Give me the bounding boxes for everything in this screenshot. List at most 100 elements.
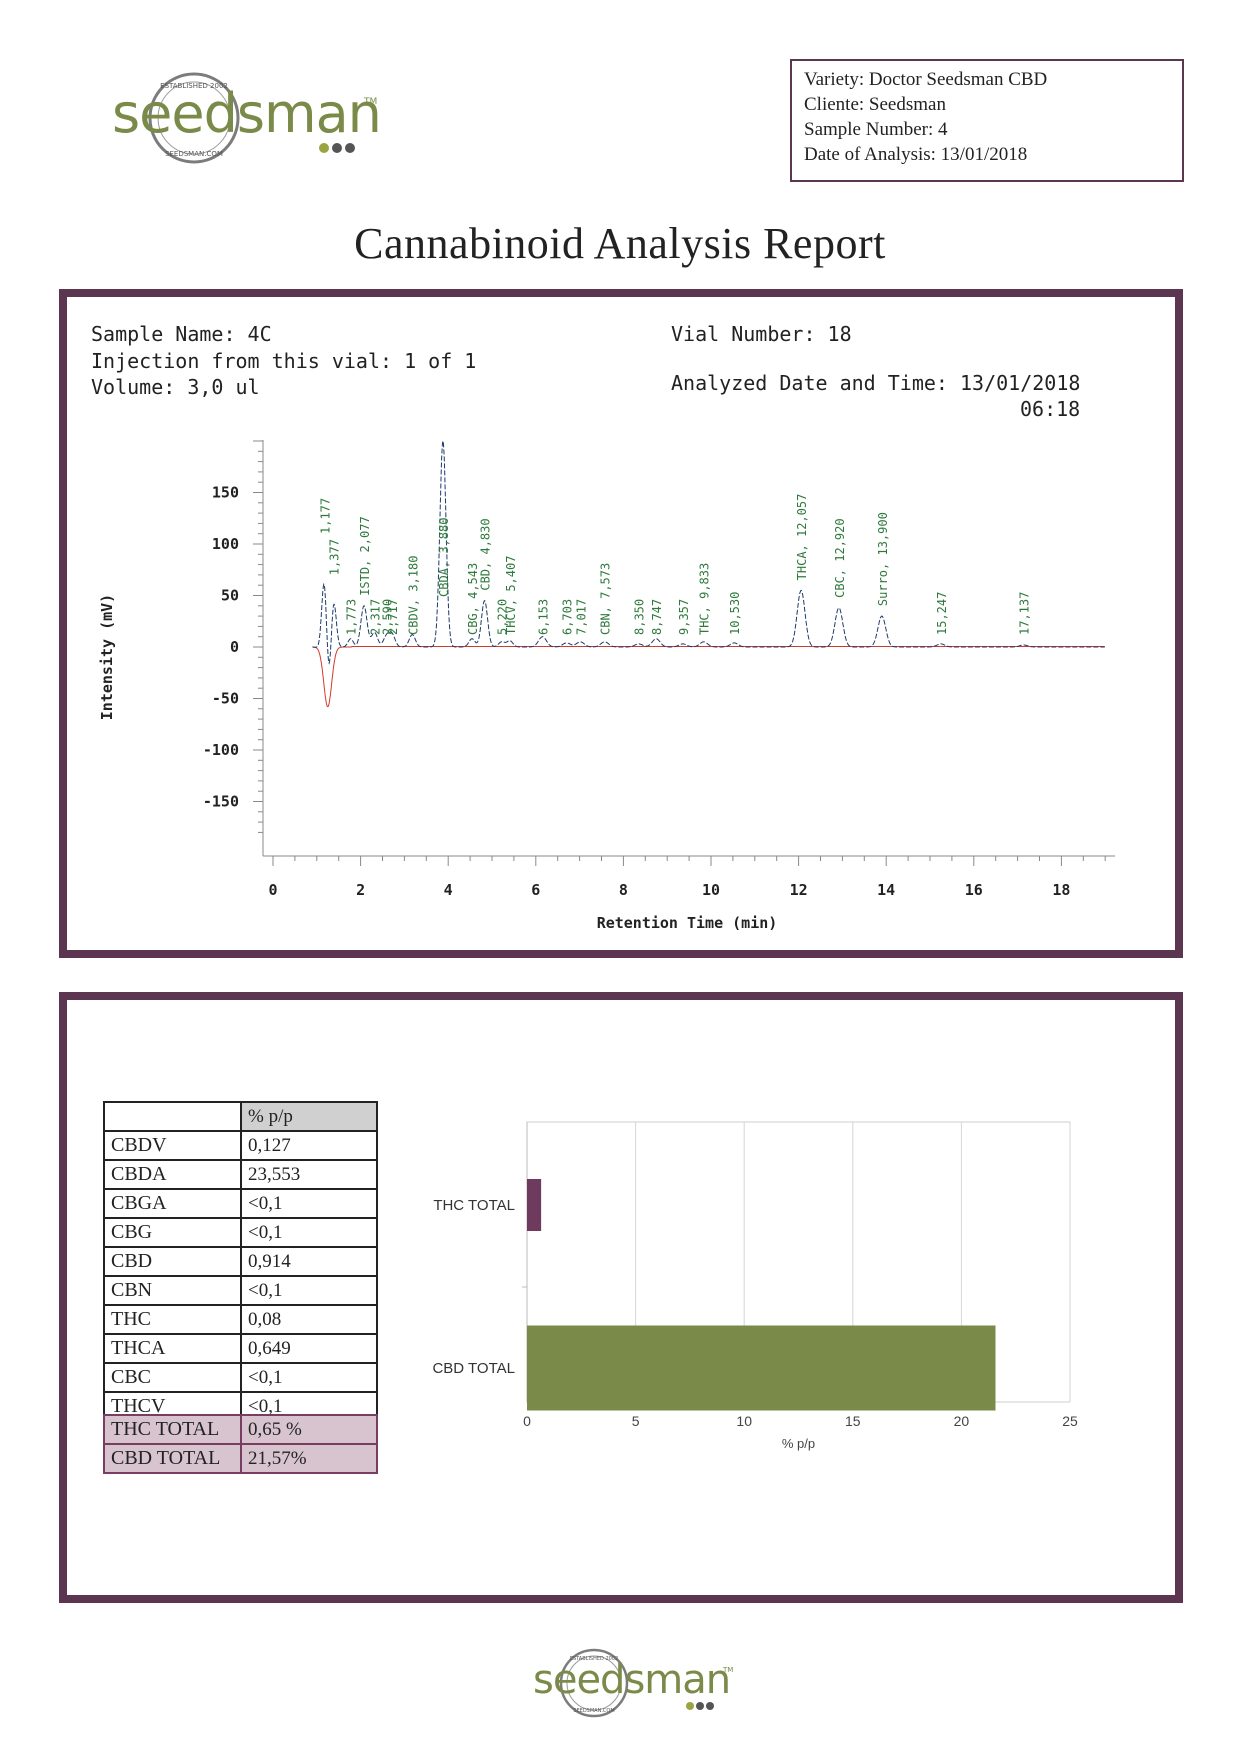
footer-logo-dot-2 — [696, 1702, 704, 1710]
cannabinoid-name: CBC — [103, 1362, 242, 1393]
logo-seal-top-text: ESTABLISHED 2002 — [160, 82, 228, 90]
cannabinoid-value: <0,1 — [240, 1188, 378, 1219]
chromatogram-panel: Sample Name: 4C Injection from this vial… — [59, 289, 1183, 958]
logo-seal-bottom-text: SEEDSMAN.COM — [165, 150, 223, 158]
cannabinoid-name: CBDA — [103, 1159, 242, 1190]
chrom-peak-label: 9,357 — [677, 599, 691, 635]
chromatogram-chart: 150 100 50 0 -50 -100 -150 0 2 4 6 8 10 12 14 16 18 1,1… — [98, 440, 1115, 932]
chrom-peak-label: 8,747 — [650, 599, 664, 635]
chrom-x-axis-label: Retention Time (min) — [597, 914, 778, 932]
table-row: CBDA 23,553 — [103, 1159, 378, 1190]
chrom-signal-trace — [312, 440, 1105, 665]
table-row: THC 0,08 — [103, 1304, 378, 1335]
chrom-peak-label: 1,773 — [345, 599, 359, 635]
footer-logo-seal-inner-ring — [566, 1655, 622, 1711]
chrom-y-tick-label: 50 — [221, 587, 239, 605]
chrom-peak-label: CBC, 12,920 — [833, 518, 847, 597]
total-value: 0,65 % — [240, 1414, 378, 1445]
cannabinoid-value: <0,1 — [240, 1275, 378, 1306]
bar-x-axis-label: % p/p — [782, 1436, 815, 1451]
footer-logo-dot-3 — [706, 1702, 714, 1710]
cannabinoid-table: % p/p CBDV 0,127 CBDA 23,553 CBGA <0,1 CBG <0,1… — [103, 1101, 378, 1422]
totals-row: CBD TOTAL 21,57% — [103, 1443, 378, 1474]
sample-info-box: Variety: Doctor Seedsman CBD Cliente: Se… — [790, 59, 1184, 182]
chrom-y-tick-label: -100 — [203, 741, 239, 759]
variety-line: Variety: Doctor Seedsman CBD — [804, 69, 1048, 90]
sample-number-line: Sample Number: 4 — [804, 119, 948, 140]
cannabinoid-name: CBN — [103, 1275, 242, 1306]
chrom-peak-label: THCA, 12,057 — [795, 494, 809, 581]
cannabinoid-name: THC — [103, 1304, 242, 1335]
chrom-peak-label: THCV, 5,407 — [504, 556, 518, 635]
analysis-date-line: Date of Analysis: 13/01/2018 — [804, 144, 1028, 165]
chrom-x-tick-label: 0 — [268, 881, 277, 899]
bar-x-tick-label: 20 — [954, 1413, 970, 1429]
chrom-peak-label: 5,220 — [496, 599, 510, 635]
logo-dot-2 — [332, 143, 342, 153]
table-header-unit: % p/p — [240, 1101, 378, 1132]
total-name: CBD TOTAL — [103, 1443, 242, 1474]
chrom-peak-label: CBG, 4,543 — [466, 563, 480, 635]
total-value: 21,57% — [240, 1443, 378, 1474]
logo-wordmark: seedsman — [112, 82, 381, 145]
footer-logo-seal-bottom-text: SEEDSMAN.COM — [573, 1708, 614, 1714]
chrom-y-tick-label: 100 — [212, 535, 239, 553]
bar-category-label: CBD TOTAL — [432, 1360, 515, 1377]
chrom-x-tick-label: 4 — [444, 881, 453, 899]
volume-info: Volume: 3,0 ul — [91, 375, 260, 399]
table-row: CBD 0,914 — [103, 1246, 378, 1277]
cannabinoid-value: <0,1 — [240, 1362, 378, 1393]
chrom-y-axis-label: Intensity (mV) — [98, 594, 116, 720]
bar-x-tick-label: 25 — [1062, 1413, 1078, 1429]
chrom-peak-label: 1,377 — [327, 539, 341, 575]
footer-logo-seal-top-text: ESTABLISHED 2002 — [570, 1656, 618, 1662]
cannabinoid-value: 0,914 — [240, 1246, 378, 1277]
totals-bar-chart: 0 5 10 15 20 25 THC TOTAL CBD TOTAL % p/p — [432, 1121, 1078, 1451]
chrom-peak-label: 2,717 — [386, 599, 400, 635]
logo-dot-1 — [319, 143, 329, 153]
chrom-peak-label: 17,137 — [1018, 592, 1032, 635]
table-row: CBG <0,1 — [103, 1217, 378, 1248]
bar-x-tick-label: 5 — [632, 1413, 640, 1429]
cannabinoid-value: 0,127 — [240, 1130, 378, 1161]
chrom-peak-label: ISTD, 2,077 — [358, 516, 372, 595]
chrom-y-tick-label: -150 — [203, 793, 239, 811]
logo-dot-3 — [345, 143, 355, 153]
cannabinoid-name: CBD — [103, 1246, 242, 1277]
chrom-peak-label: 1,177 — [319, 498, 333, 534]
sample-name: Sample Name: 4C — [91, 322, 272, 346]
chrom-peak-label: THC, 9,833 — [698, 563, 712, 635]
chrom-peak-label: 7,017 — [574, 599, 588, 635]
cannabinoid-value: 0,649 — [240, 1333, 378, 1364]
chrom-y-tick-label: 150 — [212, 484, 239, 502]
chrom-x-tick-label: 18 — [1052, 881, 1070, 899]
table-row: CBDV 0,127 — [103, 1130, 378, 1161]
bar-x-tick-label: 15 — [845, 1413, 861, 1429]
chrom-peak-label: CBN, 7,573 — [599, 563, 613, 635]
table-header-blank — [103, 1101, 242, 1132]
chrom-peak-label: 2,590 — [380, 599, 394, 635]
chrom-peak-label: 15,247 — [935, 592, 949, 635]
logo-tm: TM — [363, 97, 377, 107]
chrom-peak-label: Surro, 13,900 — [876, 512, 890, 606]
analyzed-date: Analyzed Date and Time: 13/01/2018 — [671, 371, 1081, 395]
chrom-x-tick-label: 10 — [702, 881, 720, 899]
results-panel: % p/p CBDV 0,127 CBDA 23,553 CBGA <0,1 CBG <0,1… — [59, 992, 1183, 1603]
table-row: CBGA <0,1 — [103, 1188, 378, 1219]
chrom-y-tick-label: 0 — [230, 638, 239, 656]
cannabinoid-name: CBG — [103, 1217, 242, 1248]
injection-info: Injection from this vial: 1 of 1 — [91, 349, 477, 373]
chrom-peak-label: 6,703 — [561, 599, 575, 635]
logo-seal-inner-ring — [157, 81, 231, 155]
cannabinoid-value: 0,08 — [240, 1304, 378, 1335]
cannabinoid-name: THCA — [103, 1333, 242, 1364]
chrom-x-tick-label: 14 — [877, 881, 895, 899]
chrom-baseline-trace — [312, 646, 1105, 708]
cliente-line: Cliente: Seedsman — [804, 94, 946, 115]
chrom-x-tick-label: 2 — [356, 881, 365, 899]
total-name: THC TOTAL — [103, 1414, 242, 1445]
table-row: CBC <0,1 — [103, 1362, 378, 1393]
chrom-peak-label: 2,317 — [368, 599, 382, 635]
totals-row: THC TOTAL 0,65 % — [103, 1414, 378, 1445]
cannabinoid-value: 23,553 — [240, 1159, 378, 1190]
